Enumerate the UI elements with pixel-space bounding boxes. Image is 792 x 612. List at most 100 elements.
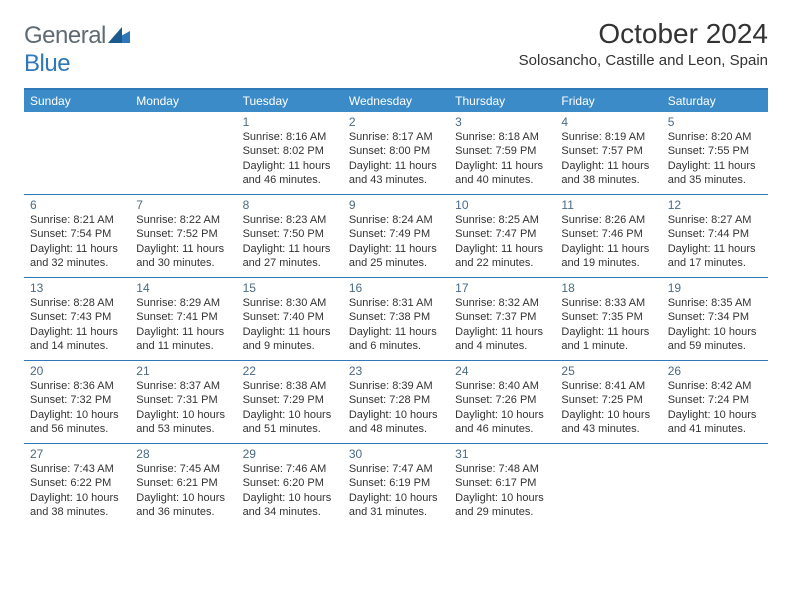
day-info-line: Daylight: 10 hours xyxy=(136,491,230,505)
day-info-line: and 38 minutes. xyxy=(30,505,124,519)
day-info-line: Sunset: 8:02 PM xyxy=(243,144,337,158)
calendar-day: 4Sunrise: 8:19 AMSunset: 7:57 PMDaylight… xyxy=(555,112,661,194)
day-number: 27 xyxy=(30,447,124,461)
day-info-line: Daylight: 11 hours xyxy=(561,242,655,256)
location-label: Solosancho, Castille and Leon, Spain xyxy=(519,52,768,69)
day-info-line: and 31 minutes. xyxy=(349,505,443,519)
day-info-line: and 27 minutes. xyxy=(243,256,337,270)
day-of-week-header: SundayMondayTuesdayWednesdayThursdayFrid… xyxy=(24,90,768,112)
day-info-line: Sunrise: 8:22 AM xyxy=(136,213,230,227)
day-info-line: Daylight: 10 hours xyxy=(455,491,549,505)
day-info-line: Sunrise: 8:36 AM xyxy=(30,379,124,393)
calendar-day: 19Sunrise: 8:35 AMSunset: 7:34 PMDayligh… xyxy=(662,278,768,360)
day-info-line: Sunset: 7:34 PM xyxy=(668,310,762,324)
day-info-line: Sunrise: 8:41 AM xyxy=(561,379,655,393)
dow-label: Monday xyxy=(130,90,236,112)
day-info-line: Sunset: 6:21 PM xyxy=(136,476,230,490)
calendar-day: 25Sunrise: 8:41 AMSunset: 7:25 PMDayligh… xyxy=(555,361,661,443)
day-info-line: Sunrise: 8:37 AM xyxy=(136,379,230,393)
calendar-week: 1Sunrise: 8:16 AMSunset: 8:02 PMDaylight… xyxy=(24,112,768,195)
day-number: 9 xyxy=(349,198,443,212)
day-info-line: Sunrise: 8:31 AM xyxy=(349,296,443,310)
day-info-line: Sunrise: 7:46 AM xyxy=(243,462,337,476)
day-number: 28 xyxy=(136,447,230,461)
day-info-line: Sunset: 7:32 PM xyxy=(30,393,124,407)
logo-text: General Blue xyxy=(24,22,130,78)
day-info-line: Daylight: 11 hours xyxy=(668,242,762,256)
day-info-line: and 32 minutes. xyxy=(30,256,124,270)
day-info-line: and 4 minutes. xyxy=(455,339,549,353)
calendar-week: 20Sunrise: 8:36 AMSunset: 7:32 PMDayligh… xyxy=(24,361,768,444)
day-info-line: and 11 minutes. xyxy=(136,339,230,353)
day-info-line: Sunset: 7:43 PM xyxy=(30,310,124,324)
day-info-line: Sunset: 7:50 PM xyxy=(243,227,337,241)
day-info-line: Daylight: 10 hours xyxy=(668,408,762,422)
day-info-line: Sunset: 7:26 PM xyxy=(455,393,549,407)
day-info-line: Sunrise: 8:20 AM xyxy=(668,130,762,144)
calendar: SundayMondayTuesdayWednesdayThursdayFrid… xyxy=(24,88,768,526)
day-info-line: Daylight: 11 hours xyxy=(30,325,124,339)
calendar-day: 23Sunrise: 8:39 AMSunset: 7:28 PMDayligh… xyxy=(343,361,449,443)
day-info-line: Daylight: 11 hours xyxy=(349,159,443,173)
day-info-line: and 56 minutes. xyxy=(30,422,124,436)
calendar-day-empty xyxy=(130,112,236,194)
day-info-line: Sunrise: 8:23 AM xyxy=(243,213,337,227)
day-info-line: and 53 minutes. xyxy=(136,422,230,436)
day-info-line: and 19 minutes. xyxy=(561,256,655,270)
calendar-day: 14Sunrise: 8:29 AMSunset: 7:41 PMDayligh… xyxy=(130,278,236,360)
day-info-line: Daylight: 11 hours xyxy=(30,242,124,256)
day-info-line: Sunrise: 8:39 AM xyxy=(349,379,443,393)
day-info-line: Daylight: 11 hours xyxy=(668,159,762,173)
calendar-day: 22Sunrise: 8:38 AMSunset: 7:29 PMDayligh… xyxy=(237,361,343,443)
day-info-line: Sunrise: 8:24 AM xyxy=(349,213,443,227)
calendar-day: 13Sunrise: 8:28 AMSunset: 7:43 PMDayligh… xyxy=(24,278,130,360)
calendar-day: 16Sunrise: 8:31 AMSunset: 7:38 PMDayligh… xyxy=(343,278,449,360)
day-info-line: and 29 minutes. xyxy=(455,505,549,519)
calendar-day: 27Sunrise: 7:43 AMSunset: 6:22 PMDayligh… xyxy=(24,444,130,526)
day-info-line: Sunset: 7:49 PM xyxy=(349,227,443,241)
day-info-line: and 6 minutes. xyxy=(349,339,443,353)
day-info-line: Daylight: 10 hours xyxy=(30,408,124,422)
day-info-line: Sunset: 7:54 PM xyxy=(30,227,124,241)
day-info-line: Daylight: 10 hours xyxy=(30,491,124,505)
day-number: 24 xyxy=(455,364,549,378)
day-info-line: Sunset: 8:00 PM xyxy=(349,144,443,158)
day-number: 15 xyxy=(243,281,337,295)
calendar-day-empty xyxy=(24,112,130,194)
day-number: 11 xyxy=(561,198,655,212)
day-info-line: Daylight: 11 hours xyxy=(455,242,549,256)
day-info-line: Sunset: 7:52 PM xyxy=(136,227,230,241)
day-info-line: and 25 minutes. xyxy=(349,256,443,270)
calendar-day: 7Sunrise: 8:22 AMSunset: 7:52 PMDaylight… xyxy=(130,195,236,277)
day-info-line: Daylight: 11 hours xyxy=(455,159,549,173)
day-info-line: Sunrise: 8:21 AM xyxy=(30,213,124,227)
day-info-line: Sunset: 7:31 PM xyxy=(136,393,230,407)
day-info-line: Daylight: 10 hours xyxy=(455,408,549,422)
day-info-line: Sunset: 7:24 PM xyxy=(668,393,762,407)
day-number: 5 xyxy=(668,115,762,129)
calendar-day: 28Sunrise: 7:45 AMSunset: 6:21 PMDayligh… xyxy=(130,444,236,526)
day-number: 8 xyxy=(243,198,337,212)
day-info-line: Sunset: 7:28 PM xyxy=(349,393,443,407)
day-info-line: Sunrise: 8:38 AM xyxy=(243,379,337,393)
dow-label: Saturday xyxy=(662,90,768,112)
calendar-day: 17Sunrise: 8:32 AMSunset: 7:37 PMDayligh… xyxy=(449,278,555,360)
day-info-line: Sunrise: 7:47 AM xyxy=(349,462,443,476)
day-number: 18 xyxy=(561,281,655,295)
calendar-day: 11Sunrise: 8:26 AMSunset: 7:46 PMDayligh… xyxy=(555,195,661,277)
day-number: 26 xyxy=(668,364,762,378)
day-info-line: Sunrise: 8:29 AM xyxy=(136,296,230,310)
day-info-line: Sunset: 7:59 PM xyxy=(455,144,549,158)
day-info-line: Daylight: 11 hours xyxy=(455,325,549,339)
day-info-line: Daylight: 10 hours xyxy=(349,408,443,422)
day-number: 3 xyxy=(455,115,549,129)
day-info-line: Sunrise: 8:19 AM xyxy=(561,130,655,144)
dow-label: Wednesday xyxy=(343,90,449,112)
day-info-line: and 43 minutes. xyxy=(561,422,655,436)
day-number: 22 xyxy=(243,364,337,378)
calendar-day: 1Sunrise: 8:16 AMSunset: 8:02 PMDaylight… xyxy=(237,112,343,194)
day-info-line: and 1 minute. xyxy=(561,339,655,353)
day-info-line: Sunset: 7:41 PM xyxy=(136,310,230,324)
calendar-day: 31Sunrise: 7:48 AMSunset: 6:17 PMDayligh… xyxy=(449,444,555,526)
day-info-line: Daylight: 11 hours xyxy=(561,325,655,339)
